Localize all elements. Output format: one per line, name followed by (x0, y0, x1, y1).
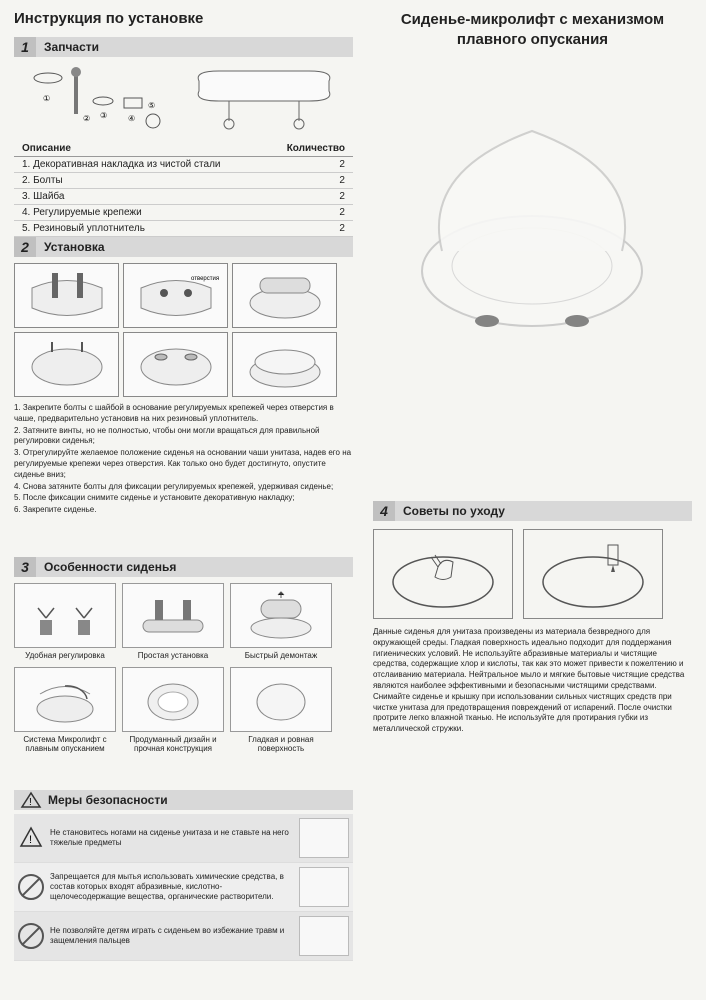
header-qty: Количество (287, 143, 345, 154)
install-img-2: отверстия (123, 263, 228, 328)
svg-text:!: ! (29, 834, 32, 846)
safety-row-3: Не позволяйте детям играть с сиденьем во… (14, 912, 353, 961)
header-desc: Описание (22, 143, 71, 154)
parts-table-header: Описание Количество (14, 141, 353, 157)
main-title: Инструкция по установке (14, 10, 353, 27)
section-2-num: 2 (14, 237, 36, 257)
safety-img-1 (299, 818, 349, 858)
section-1-num: 1 (14, 37, 36, 57)
prohibit-icon (18, 923, 44, 949)
parts-row: 5. Резиновый уплотнитель 2 (14, 221, 353, 237)
feature-1: Удобная регулировка (14, 583, 116, 661)
section-4-bar: 4 Советы по уходу (373, 501, 692, 521)
parts-small-items-icon: ① ② ③ ④ ⑤ (28, 66, 168, 136)
svg-text:⑤: ⑤ (148, 101, 155, 110)
prohibit-icon (18, 874, 44, 900)
product-title: Сиденье-микролифт с механизмом плавного … (373, 10, 692, 49)
safety-list: ! Не становитесь ногами на сиденье унита… (14, 814, 353, 961)
feature-3: Быстрый демонтаж (230, 583, 332, 661)
feature-4: Система Микролифт с плавным опусканием (14, 667, 116, 754)
install-steps: 1. Закрепите болты с шайбой в основание … (14, 403, 353, 516)
care-img-2 (523, 529, 663, 619)
parts-row: 1. Декоративная накладка из чистой стали… (14, 157, 353, 173)
svg-text:②: ② (83, 114, 90, 123)
features-grid: Удобная регулировка Простая установка Бы… (14, 583, 353, 754)
parts-diagram: ① ② ③ ④ ⑤ (14, 61, 353, 141)
section-1-label: Запчасти (44, 40, 99, 54)
feature-6: Гладкая и ровная поверхность (230, 667, 332, 754)
section-3-num: 3 (14, 557, 36, 577)
section-2-bar: 2 Установка (14, 237, 353, 257)
feature-5: Продуманный дизайн и прочная конструкция (122, 667, 224, 754)
care-text: Данные сиденья для унитаза произведены и… (373, 627, 692, 735)
section-2-label: Установка (44, 240, 105, 254)
section-4-num: 4 (373, 501, 395, 521)
parts-row: 2. Болты 2 (14, 173, 353, 189)
svg-text:①: ① (43, 94, 50, 103)
feature-2: Простая установка (122, 583, 224, 661)
install-grid: отверстия (14, 263, 353, 397)
section-3-label: Особенности сиденья (44, 560, 176, 574)
safety-img-3 (299, 916, 349, 956)
warning-icon: ! (18, 825, 44, 851)
section-3-bar: 3 Особенности сиденья (14, 557, 353, 577)
toilet-seat-icon (392, 71, 672, 351)
svg-text:отверстия: отверстия (191, 276, 219, 282)
right-column: Сиденье-микролифт с механизмом плавного … (373, 10, 692, 961)
install-img-5 (123, 332, 228, 397)
install-img-6 (232, 332, 337, 397)
care-img-1 (373, 529, 513, 619)
install-img-1 (14, 263, 119, 328)
product-image (382, 61, 682, 361)
install-img-4 (14, 332, 119, 397)
safety-label: Меры безопасности (48, 793, 168, 807)
safety-row-1: ! Не становитесь ногами на сиденье унита… (14, 814, 353, 863)
section-4-label: Советы по уходу (403, 504, 505, 518)
left-column: Инструкция по установке 1 Запчасти ① ② ③… (14, 10, 353, 961)
safety-bar: ! Меры безопасности (14, 790, 353, 810)
svg-text:③: ③ (100, 111, 107, 120)
install-img-3 (232, 263, 337, 328)
safety-img-2 (299, 867, 349, 907)
care-grid (373, 529, 692, 619)
warning-triangle-icon: ! (20, 791, 42, 809)
parts-row: 4. Регулируемые крепежи 2 (14, 205, 353, 221)
section-1-bar: 1 Запчасти (14, 37, 353, 57)
svg-text:!: ! (29, 797, 32, 808)
safety-row-2: Запрещается для мытья использовать химич… (14, 863, 353, 912)
parts-row: 3. Шайба 2 (14, 189, 353, 205)
seat-body-icon (189, 66, 339, 136)
svg-text:④: ④ (128, 114, 135, 123)
